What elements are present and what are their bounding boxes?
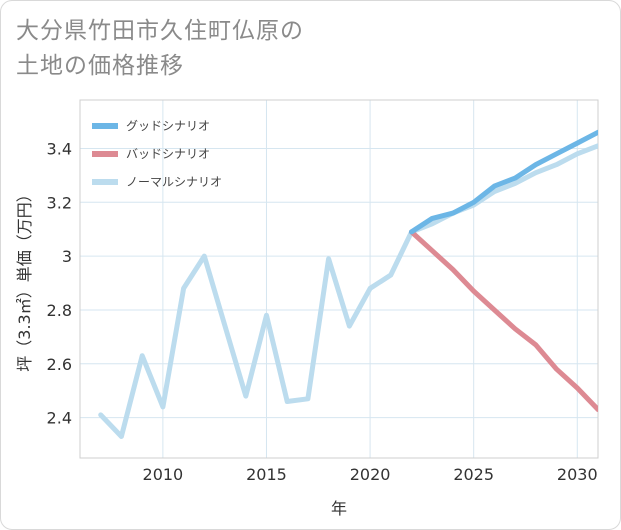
y-tick-label: 3	[62, 247, 72, 266]
legend-item-bad-scenario: バッドシナリオ	[92, 147, 210, 161]
x-tick-label: 2015	[246, 465, 287, 484]
y-tick-label: 3.2	[47, 193, 72, 212]
x-tick-label: 2020	[350, 465, 391, 484]
y-tick-label: 2.4	[47, 409, 72, 428]
y-tick-label: 2.8	[47, 301, 72, 320]
x-tick-label: 2030	[557, 465, 598, 484]
legend-label: バッドシナリオ	[126, 147, 210, 161]
x-tick-label: 2025	[453, 465, 494, 484]
tick-labels: 2010 2015 2020 2025 2030 2.4 2.6 2.8 3 3.2 3.4	[47, 139, 598, 484]
legend-item-good-scenario: グッドシナリオ	[92, 119, 210, 133]
series-line-normal-scenario	[98, 143, 598, 439]
legend-label: グッドシナリオ	[126, 119, 210, 133]
x-tick-label: 2010	[143, 465, 184, 484]
y-tick-label: 3.4	[47, 139, 72, 158]
plot-area	[79, 99, 599, 459]
series-line-bad-scenario	[409, 229, 598, 412]
legend-item-normal-scenario: ノーマルシナリオ	[92, 175, 222, 189]
series-layer	[98, 129, 598, 439]
chart-title: 大分県竹田市久住町仏原の 土地の価格推移	[16, 18, 304, 79]
x-axis-label: 年	[331, 499, 347, 518]
legend-label: ノーマルシナリオ	[126, 175, 222, 189]
y-axis-label: 坪（3.3㎡）単価（万円）	[15, 186, 34, 371]
series-line-good-scenario	[409, 129, 598, 235]
y-tick-label: 2.6	[47, 355, 72, 374]
